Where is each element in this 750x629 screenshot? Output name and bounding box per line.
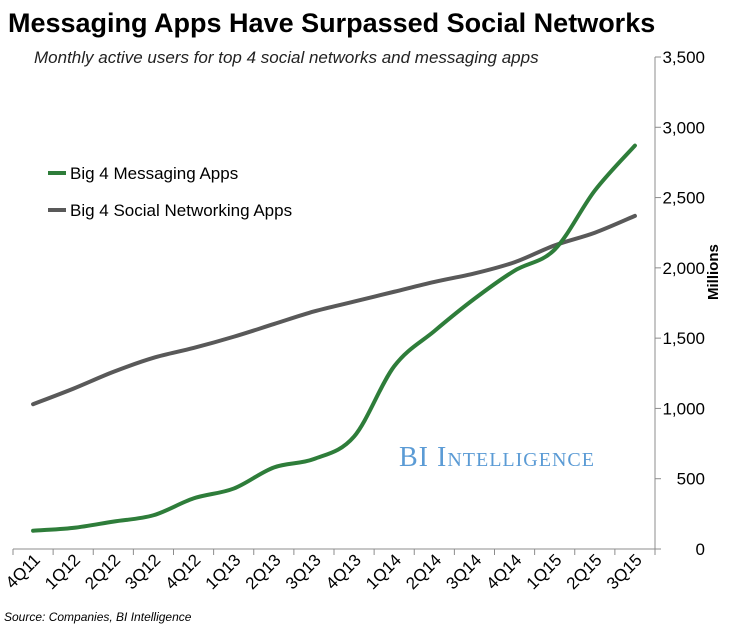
y-tick-label: 500	[677, 470, 705, 489]
legend-label-messaging: Big 4 Messaging Apps	[70, 164, 238, 183]
x-tick-label: 3Q13	[282, 550, 325, 593]
x-tick-label: 3Q14	[442, 550, 485, 593]
x-tick-label: 4Q14	[483, 550, 526, 593]
chart-title: Messaging Apps Have Surpassed Social Net…	[8, 8, 656, 38]
bi-intelligence-watermark: BI Intelligence	[399, 442, 595, 473]
x-axis: 4Q111Q122Q123Q124Q121Q132Q133Q134Q131Q14…	[2, 548, 656, 593]
x-tick-label: 2Q14	[402, 550, 445, 593]
x-tick-label: 1Q12	[41, 550, 84, 593]
series-lines	[31, 143, 637, 533]
y-tick-label: 3,500	[662, 48, 705, 67]
x-tick-label: 2Q15	[563, 550, 606, 593]
x-tick-label: 3Q12	[121, 550, 164, 593]
y-tick-label: 1,000	[662, 399, 705, 418]
x-tick-label: 2Q13	[242, 550, 285, 593]
chart-subtitle: Monthly active users for top 4 social ne…	[34, 48, 539, 67]
x-tick-label: 1Q14	[362, 550, 405, 593]
social-networking-apps-line	[31, 213, 637, 407]
legend-label-social: Big 4 Social Networking Apps	[70, 201, 292, 220]
messaging-apps-line	[31, 143, 637, 533]
y-tick-label: 0	[696, 540, 705, 559]
x-tick-label: 4Q12	[162, 550, 205, 593]
y-tick-label: 2,500	[662, 189, 705, 208]
y-tick-label: 3,000	[662, 118, 705, 137]
x-tick-label: 1Q13	[202, 550, 245, 593]
y-axis: 0 500 1,000 1,500 2,000 2,500 3,000 3,500	[654, 48, 705, 559]
x-tick-label: 2Q12	[81, 550, 124, 593]
x-tick-label: 4Q11	[2, 550, 44, 592]
x-tick-label: 4Q13	[322, 550, 365, 593]
y-tick-label: 1,500	[662, 329, 705, 348]
x-tick-label: 3Q15	[603, 550, 646, 593]
legend: Big 4 Messaging Apps Big 4 Social Network…	[48, 164, 292, 220]
source-note: Source: Companies, BI Intelligence	[4, 610, 192, 624]
y-tick-label: 2,000	[662, 259, 705, 278]
x-tick-label: 1Q15	[523, 550, 566, 593]
y-axis-label: Millions	[705, 244, 722, 300]
